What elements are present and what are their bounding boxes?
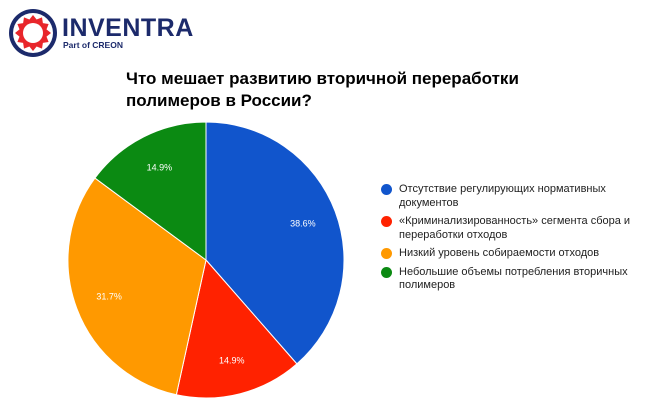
legend-swatch	[381, 184, 392, 195]
legend-swatch	[381, 248, 392, 259]
slice-label: 14.9%	[147, 163, 173, 173]
legend-label: Небольшие объемы потребления вторичных п…	[399, 265, 628, 292]
slice-label: 31.7%	[96, 291, 122, 301]
legend: Отсутствие регулирующих нормативных доку…	[381, 183, 641, 298]
legend-item: Отсутствие регулирующих нормативных доку…	[381, 183, 641, 210]
legend-item: «Криминализированность» сегмента сбора и…	[381, 215, 641, 242]
pie-slice	[67, 177, 207, 396]
brand-name: INVENTRA	[62, 14, 194, 42]
legend-item: Низкий уровень собираемости отходов	[381, 247, 641, 261]
brand-tagline: Part of CREON	[63, 40, 123, 50]
pie-slice	[175, 258, 298, 399]
legend-swatch	[381, 266, 392, 278]
pie-slice	[94, 121, 207, 261]
legend-label: Низкий уровень собираемости отходов	[399, 247, 600, 259]
pie-slice	[205, 121, 345, 365]
slice-label: 14.9%	[219, 355, 245, 365]
legend-swatch	[381, 216, 392, 227]
legend-item: Небольшие объемы потребления вторичных п…	[381, 266, 641, 293]
legend-label: «Криминализированность» сегмента сбора и…	[399, 215, 631, 241]
slice-label: 38.6%	[290, 219, 316, 229]
legend-label: Отсутствие регулирующих нормативных доку…	[399, 183, 606, 209]
inventra-logo	[9, 9, 57, 57]
chart-title: Что мешает развитию вторичной переработк…	[126, 69, 519, 110]
